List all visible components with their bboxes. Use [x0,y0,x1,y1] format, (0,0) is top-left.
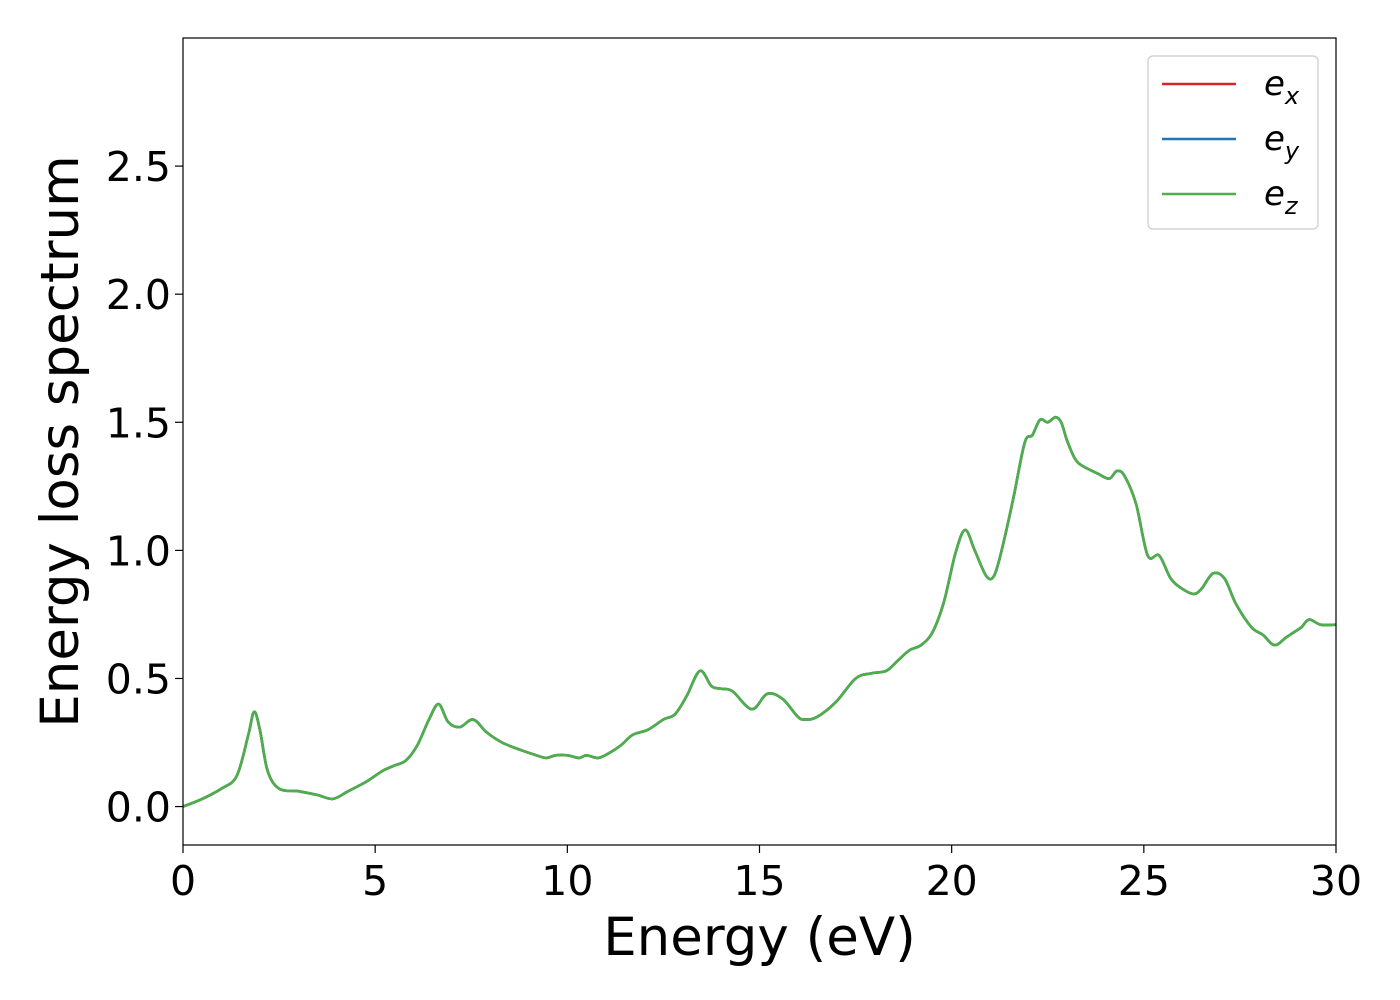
y-tick-label: 0.0 [106,784,171,832]
legend-box [1147,55,1319,230]
legend-label: ez [1264,174,1299,220]
y-tick-label: 2.5 [106,143,171,191]
y-axis-label: Energy loss spectrum [30,155,91,727]
series-line-e-y [182,415,1337,808]
x-tick-label: 20 [926,857,978,905]
x-axis-ticks: 0 5 10 15 20 25 30 [170,845,1362,905]
x-tick-label: 25 [1118,857,1170,905]
legend-label: ey [1264,119,1300,165]
x-axis-label: Energy (eV) [603,907,916,968]
x-tick-label: 10 [541,857,593,905]
y-axis-ticks: 0.0 0.5 1.0 1.5 2.0 2.5 [106,143,183,832]
legend-label: ex [1264,64,1300,110]
series-layer [182,415,1337,808]
x-tick-label: 0 [170,857,196,905]
x-tick-label: 5 [362,857,388,905]
y-tick-label: 1.5 [106,399,171,447]
y-tick-label: 0.5 [106,655,171,703]
x-tick-label: 30 [1310,857,1362,905]
y-tick-label: 1.0 [106,527,171,575]
series-line-e-x [182,415,1337,808]
x-tick-label: 15 [733,857,785,905]
plot-frame [182,37,1337,846]
legend: ex ey ez [1147,55,1319,230]
y-tick-label: 2.0 [106,271,171,319]
series-line-e-z [182,415,1337,808]
